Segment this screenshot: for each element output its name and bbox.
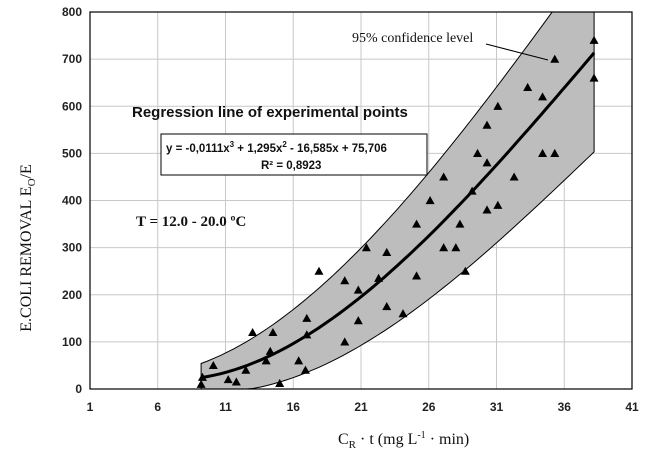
data-point bbox=[302, 313, 312, 322]
regression-curve bbox=[200, 51, 596, 380]
data-point bbox=[412, 219, 422, 228]
y-tick-label: 100 bbox=[62, 335, 82, 349]
data-point bbox=[340, 276, 350, 285]
equation-part-1: y = -0,0111x bbox=[166, 143, 230, 155]
y-tick-label: 600 bbox=[62, 99, 82, 113]
data-point bbox=[314, 266, 324, 275]
x-tick-label: 11 bbox=[219, 400, 232, 414]
data-point bbox=[493, 200, 503, 209]
data-point bbox=[353, 316, 363, 325]
data-point bbox=[382, 247, 392, 256]
data-point bbox=[412, 271, 422, 280]
data-point bbox=[300, 365, 310, 374]
y-axis-title-main: E.COLI REMOVAL E bbox=[18, 186, 35, 331]
y-tick-label: 800 bbox=[62, 5, 82, 19]
y-tick-label: 700 bbox=[62, 52, 82, 66]
data-point bbox=[340, 337, 350, 346]
data-point bbox=[460, 266, 470, 275]
data-point bbox=[275, 378, 285, 387]
data-point bbox=[223, 375, 233, 384]
equation-sup-3: 3 bbox=[230, 140, 235, 149]
y-axis-title-tail: /E bbox=[18, 164, 35, 178]
data-point bbox=[294, 356, 304, 365]
data-point bbox=[509, 172, 519, 181]
temperature-condition: T = 12.0 - 20.0 ºC bbox=[136, 214, 246, 230]
data-point bbox=[538, 148, 548, 157]
x-axis-title-sub: R bbox=[349, 439, 357, 451]
data-point bbox=[439, 243, 449, 252]
data-point bbox=[455, 219, 465, 228]
data-point bbox=[493, 101, 503, 110]
x-axis-title: CR · t (mg L-1 · min) bbox=[338, 430, 469, 451]
x-axis-title-main: C bbox=[338, 431, 349, 448]
plot-border bbox=[89, 11, 633, 390]
data-point bbox=[473, 148, 483, 157]
x-tick-label: 36 bbox=[558, 400, 572, 414]
data-point bbox=[589, 73, 599, 82]
confidence-band bbox=[200, 12, 595, 389]
data-point bbox=[353, 285, 363, 294]
x-tick-label: 41 bbox=[625, 400, 639, 414]
x-axis-title-rest: · t (mg L bbox=[356, 431, 417, 448]
data-point bbox=[523, 82, 533, 91]
data-point bbox=[265, 346, 275, 355]
x-tick-label: 21 bbox=[354, 400, 368, 414]
data-point bbox=[398, 309, 408, 318]
equation-part-2: + 1,295x bbox=[234, 143, 283, 155]
data-point bbox=[261, 356, 271, 365]
data-point bbox=[208, 360, 218, 370]
confidence-label-leader bbox=[485, 43, 549, 61]
data-point bbox=[268, 327, 278, 337]
data-point bbox=[482, 205, 492, 214]
y-tick-label: 0 bbox=[75, 382, 82, 396]
x-axis-title-sup: -1 bbox=[417, 430, 425, 441]
regression-label: Regression line of experimental points bbox=[132, 104, 408, 121]
data-point bbox=[482, 158, 492, 167]
data-point bbox=[482, 120, 492, 129]
x-tick-label: 6 bbox=[154, 400, 161, 414]
data-point bbox=[589, 35, 599, 44]
y-tick-label: 300 bbox=[62, 241, 82, 255]
data-point bbox=[382, 302, 392, 311]
y-axis-title: E.COLI REMOVAL EO/E bbox=[18, 164, 38, 332]
y-axis-title-sub: O bbox=[26, 178, 38, 186]
x-tick-label: 16 bbox=[287, 400, 301, 414]
x-tick-label: 31 bbox=[490, 400, 504, 414]
y-tick-label: 200 bbox=[62, 288, 82, 302]
data-point bbox=[550, 54, 560, 63]
confidence-label: 95% confidence level bbox=[352, 31, 473, 46]
plot-frame bbox=[89, 11, 633, 390]
data-point bbox=[248, 327, 258, 337]
equation-sup-2: 2 bbox=[282, 140, 287, 149]
data-point bbox=[241, 365, 251, 374]
equation-part-3: - 16,585x + 75,706 bbox=[287, 143, 387, 155]
x-tick-label: 26 bbox=[422, 400, 436, 414]
r-squared: R² = 0,8923 bbox=[261, 160, 321, 172]
data-point bbox=[425, 196, 435, 205]
data-point bbox=[196, 379, 206, 388]
regression-line bbox=[200, 51, 596, 380]
data-point bbox=[439, 172, 449, 181]
y-tick-label: 500 bbox=[62, 146, 82, 160]
x-tick-label: 1 bbox=[87, 400, 94, 414]
data-point bbox=[538, 92, 548, 101]
regression-equation: y = -0,0111x3 + 1,295x2 - 16,585x + 75,7… bbox=[166, 140, 387, 155]
equation-box bbox=[160, 133, 428, 176]
x-axis-title-tail: · min) bbox=[426, 431, 470, 448]
data-point bbox=[231, 377, 241, 386]
data-point bbox=[361, 243, 371, 252]
confidence-band-area bbox=[200, 12, 595, 389]
y-tick-label: 400 bbox=[62, 194, 82, 208]
data-point bbox=[451, 243, 461, 252]
data-point bbox=[550, 148, 560, 157]
